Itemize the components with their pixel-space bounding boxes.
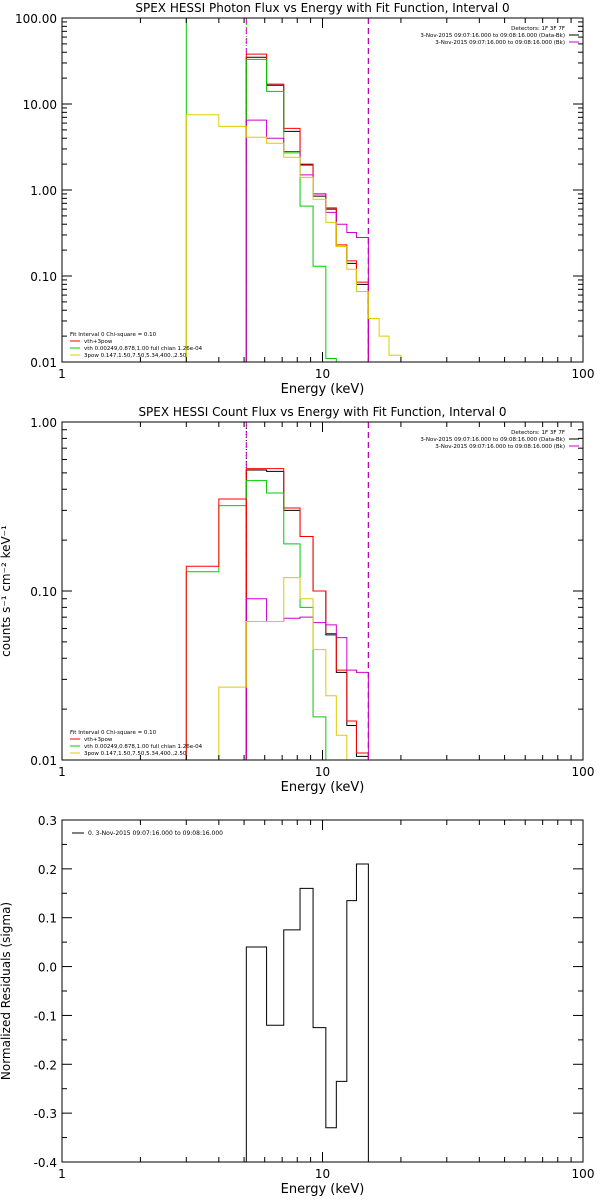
legend-entry-left: Fit Interval 0 Chi-square = 0.10 [70, 730, 157, 736]
series-line [245, 598, 369, 760]
y-tick-label: 1.00 [30, 416, 57, 430]
legend-entry-left: vth+3pow [84, 339, 113, 345]
x-tick-label: 10 [315, 765, 330, 779]
series-line [245, 119, 369, 362]
legend-entry-left: vth 0.00249,0.878,1.00 full chian 1.26e-… [84, 346, 203, 352]
legend-entry-right: Detectors: 1F 3F 7F [511, 26, 565, 32]
series-line [245, 863, 369, 1162]
legend-entry-right: 3-Nov-2015 09:07:16.000 to 09:08:16.000 … [435, 40, 565, 46]
y-tick-label: 10.00 [23, 98, 57, 112]
x-tick-label: 100 [572, 1167, 595, 1181]
x-tick-label: 100 [572, 765, 595, 779]
y-tick-label: 0.01 [30, 754, 57, 768]
y-axis-label: counts s⁻¹ cm⁻² keV⁻¹ [0, 525, 13, 657]
legend-entry-left: 3pow 0.147,1.50,7.50,5.34,400.,2.50 [84, 751, 187, 757]
y-tick-label: 0.3 [38, 814, 57, 828]
x-tick-label: 10 [315, 1167, 330, 1181]
y-tick-label: 0.01 [30, 356, 57, 370]
chart-panel-2: SPEX HESSI Count Flux vs Energy with Fit… [0, 405, 594, 795]
y-tick-label: 0.10 [30, 270, 57, 284]
y-tick-label: 0.2 [38, 863, 57, 877]
series-line [185, 114, 402, 362]
series-group [185, 53, 402, 362]
y-tick-label: -0.4 [34, 1156, 57, 1170]
x-tick-label: 1 [58, 765, 66, 779]
series-group [245, 863, 369, 1162]
series-line [245, 56, 369, 362]
series-line [185, 498, 247, 760]
legend-entry-right: 3-Nov-2015 09:07:16.000 to 09:08:16.000 … [420, 33, 565, 39]
legend-entry-right: Detectors: 1F 3F 7F [511, 430, 565, 436]
y-tick-label: -0.2 [34, 1058, 57, 1072]
legend-entry-left: vth 0.00249,0.878,1.00 full chian 1.26e-… [84, 744, 203, 750]
series-group [185, 468, 369, 760]
legend-entry-left: vth+3pow [84, 737, 113, 743]
legend-entry: 0. 3-Nov-2015 09:07:16.000 to 09:08:16.0… [88, 830, 223, 837]
series-line [245, 53, 369, 362]
plot-frame [61, 819, 584, 1163]
chart-title: SPEX HESSI Count Flux vs Energy with Fit… [138, 405, 506, 419]
y-axis-label: Normalized Residuals (sigma) [0, 902, 13, 1080]
x-axis-label: Energy (keV) [281, 1182, 365, 1197]
x-axis-label: Energy (keV) [281, 780, 365, 795]
x-tick-label: 100 [572, 367, 595, 381]
series-line [245, 469, 369, 760]
plot-frame [61, 17, 584, 363]
y-tick-label: 0.1 [38, 912, 57, 926]
x-tick-label: 10 [315, 367, 330, 381]
series-line [245, 468, 369, 760]
x-axis-label: Energy (keV) [281, 382, 365, 397]
y-tick-label: -0.1 [34, 1009, 57, 1023]
y-tick-label: 0.10 [30, 585, 57, 599]
series-line [218, 577, 357, 760]
chart-title: SPEX HESSI Photon Flux vs Energy with Fi… [135, 1, 509, 15]
y-tick-label: 100.00 [15, 12, 57, 26]
y-tick-label: -0.3 [34, 1107, 57, 1121]
chart-panel-1: SPEX HESSI Photon Flux vs Energy with Fi… [15, 1, 594, 397]
legend-entry-left: 3pow 0.147,1.50,7.50,5.34,400.,2.50 [84, 353, 187, 359]
legend-entry-right: 3-Nov-2015 09:07:16.000 to 09:08:16.000 … [420, 437, 565, 443]
y-tick-label: 0.0 [38, 961, 57, 975]
legend-entry-right: 3-Nov-2015 09:07:16.000 to 09:08:16.000 … [435, 444, 565, 450]
legend-entry-left: Fit Interval 0 Chi-square = 0.10 [70, 332, 157, 338]
series-line [245, 58, 337, 362]
x-tick-label: 1 [58, 1167, 66, 1181]
chart-panel-3: 1 10 100 Energy (keV) -0.4 -0.3 -0.2 -0.1 0.0 0.1… [0, 814, 594, 1197]
x-tick-label: 1 [58, 367, 66, 381]
y-tick-label: 1.00 [30, 184, 57, 198]
